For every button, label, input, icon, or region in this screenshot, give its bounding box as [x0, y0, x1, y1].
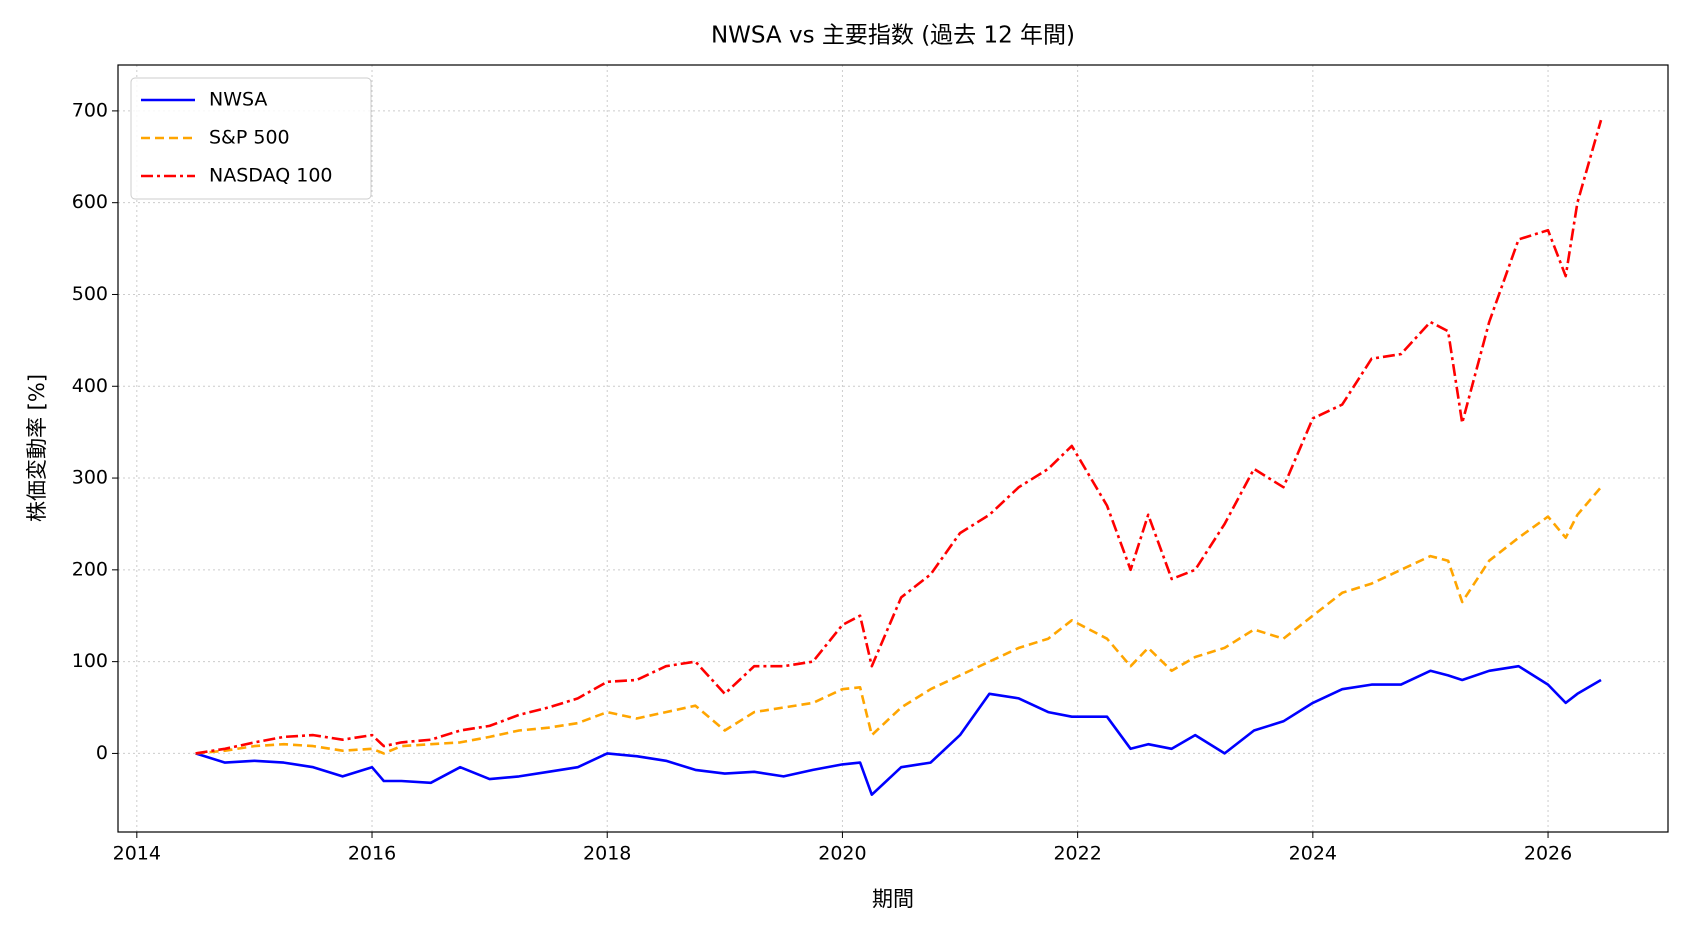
- legend-label: NWSA: [209, 89, 267, 111]
- y-tick-label: 0: [96, 742, 108, 764]
- x-tick-label: 2020: [818, 843, 866, 865]
- y-tick-label: 100: [72, 650, 108, 672]
- y-axis-label: 株価変動率 [%]: [25, 374, 49, 522]
- x-tick-label: 2018: [583, 843, 631, 865]
- x-tick-label: 2026: [1524, 843, 1572, 865]
- legend-box: [130, 77, 372, 200]
- x-tick-label: 2022: [1053, 843, 1101, 865]
- series-line: [195, 486, 1602, 755]
- series-line: [195, 664, 1602, 796]
- x-tick-label: 2024: [1289, 843, 1337, 865]
- y-tick-label: 400: [72, 375, 108, 397]
- x-tick-label: 2016: [348, 843, 396, 865]
- plot-frame: [117, 64, 1669, 833]
- y-tick-label: 600: [72, 191, 108, 213]
- x-axis-label: 期間: [872, 887, 914, 911]
- y-tick-label: 500: [72, 283, 108, 305]
- y-tick-label: 200: [72, 558, 108, 580]
- legend-label: S&P 500: [209, 127, 290, 149]
- legend-label: NASDAQ 100: [209, 165, 333, 187]
- y-tick-label: 700: [72, 99, 108, 121]
- y-tick-label: 300: [72, 467, 108, 489]
- x-tick-label: 2014: [113, 843, 161, 865]
- series-line: [195, 119, 1603, 755]
- chart-title: NWSA vs 主要指数 (過去 12 年間): [711, 23, 1075, 49]
